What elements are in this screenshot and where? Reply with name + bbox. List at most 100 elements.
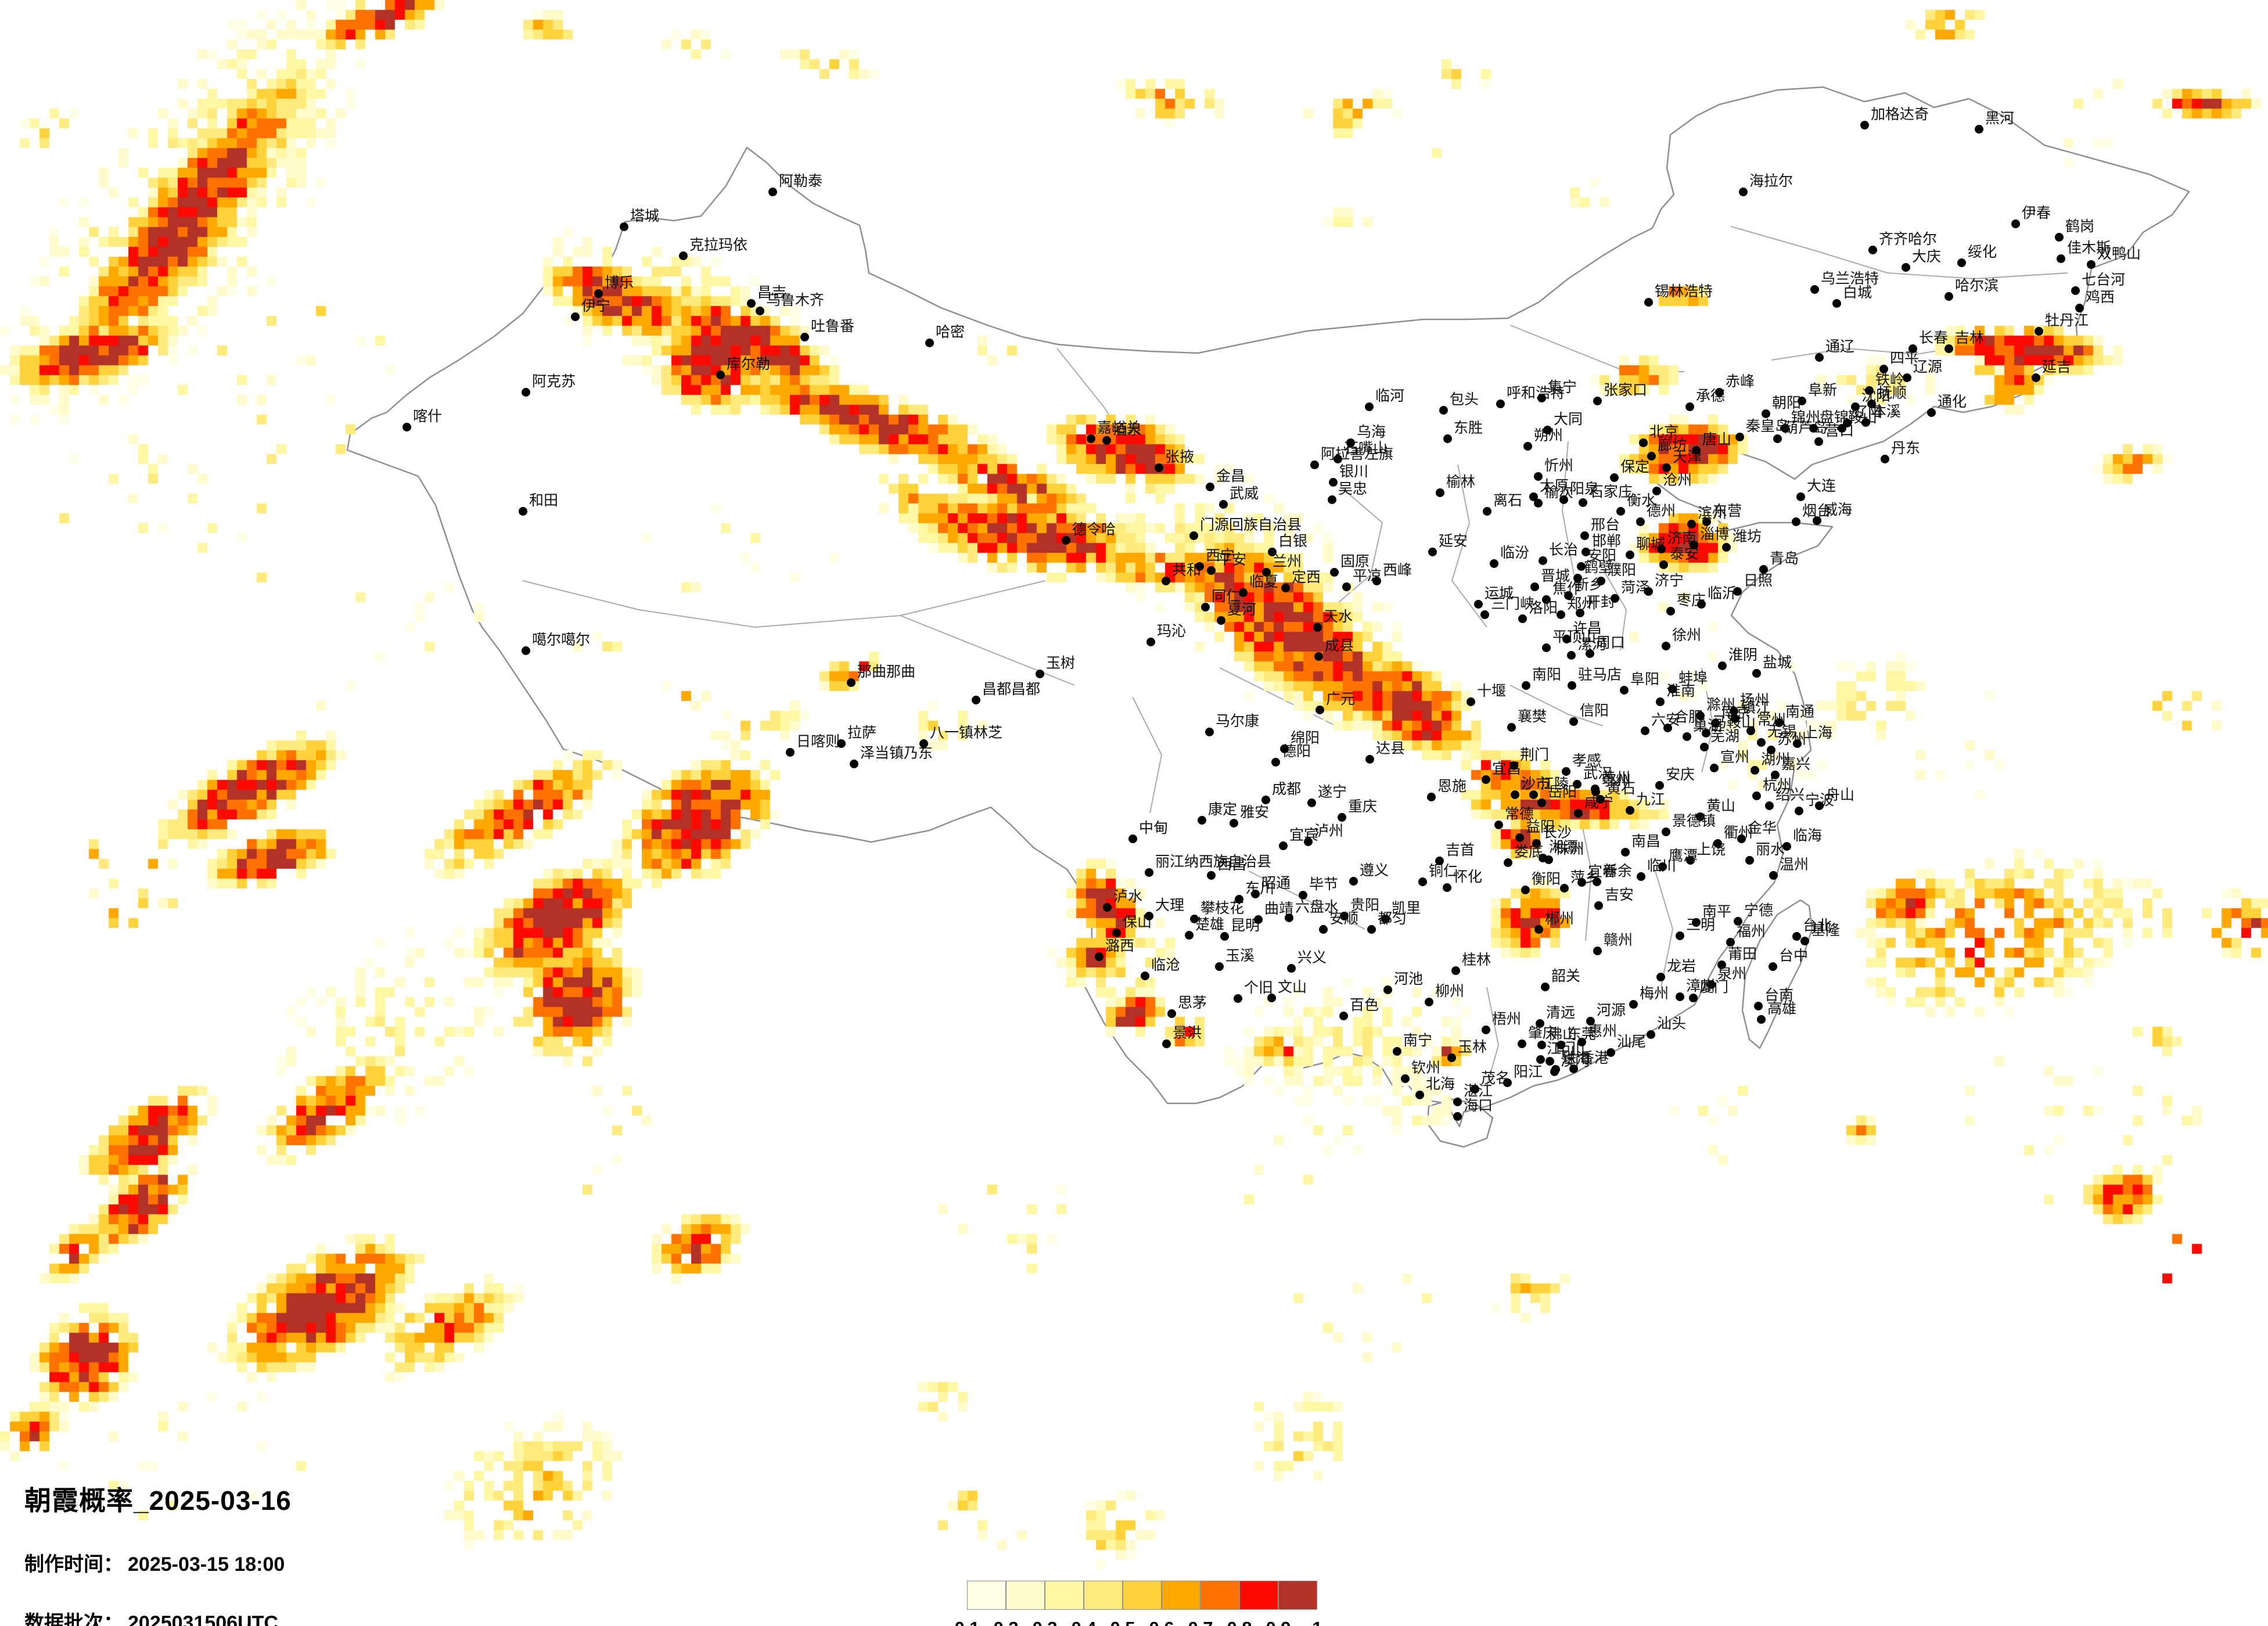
city-label: 集宁 xyxy=(1548,379,1577,395)
city-label: 沙市 xyxy=(1521,776,1551,792)
city-label: 佛山 xyxy=(1548,1026,1577,1042)
city-marker xyxy=(1594,901,1603,910)
city-marker xyxy=(402,423,411,431)
city-marker xyxy=(1155,463,1163,472)
city-label: 海拉尔 xyxy=(1749,173,1793,189)
city-marker xyxy=(1483,507,1491,516)
city-marker xyxy=(1287,964,1296,973)
city-label: 武汉 xyxy=(1583,765,1613,782)
city-marker xyxy=(1334,455,1342,463)
city-marker xyxy=(1567,651,1576,660)
city-label: 石家庄 xyxy=(1589,484,1633,500)
city-label: 淮阴 xyxy=(1728,647,1758,663)
city-marker xyxy=(1267,994,1276,1002)
city-label: 阜阳 xyxy=(1630,671,1660,688)
city-marker xyxy=(1443,434,1452,443)
city-marker xyxy=(1087,434,1095,443)
city-marker xyxy=(1262,568,1271,577)
city-label: 汕尾 xyxy=(1617,1034,1647,1050)
production-time-label: 制作时间： xyxy=(24,1553,123,1575)
city-label: 岳阳 xyxy=(1548,784,1577,800)
city-label: 唐山 xyxy=(1702,431,1732,448)
city-label: 安阳 xyxy=(1587,548,1617,564)
city-marker xyxy=(1539,556,1547,565)
city-marker xyxy=(1167,1009,1176,1018)
city-label: 定西 xyxy=(1292,569,1321,585)
city-label: 中甸 xyxy=(1139,820,1169,836)
city-marker xyxy=(1285,913,1293,922)
city-marker xyxy=(1781,424,1789,433)
city-marker xyxy=(1782,842,1791,851)
city-marker xyxy=(1746,726,1755,735)
city-label: 阳泉 xyxy=(1570,481,1600,497)
city-label: 汕头 xyxy=(1657,1016,1687,1032)
city-label: 康定 xyxy=(1208,801,1238,818)
city-marker xyxy=(1586,649,1594,658)
city-label: 基隆 xyxy=(1811,922,1841,938)
city-label: 曲靖 xyxy=(1264,901,1294,917)
city-marker xyxy=(1593,947,1602,955)
city-label: 大连 xyxy=(1807,478,1836,494)
city-marker xyxy=(1560,884,1569,893)
city-label: 榆林 xyxy=(1446,474,1476,490)
city-marker xyxy=(1662,463,1671,472)
city-marker xyxy=(1261,796,1270,804)
city-marker xyxy=(1310,461,1319,469)
city-label: 吐鲁番 xyxy=(811,318,855,334)
city-label: 牡丹江 xyxy=(2045,312,2089,329)
city-marker xyxy=(1511,790,1519,799)
city-label: 焦作 xyxy=(1552,581,1582,597)
city-label: 潞西 xyxy=(1105,938,1135,954)
city-label: 鸡西 xyxy=(2086,289,2115,305)
city-marker xyxy=(1647,1030,1655,1039)
city-label: 枣庄 xyxy=(1677,592,1706,609)
city-label: 滨州 xyxy=(1698,505,1727,521)
city-label: 台南 xyxy=(1764,987,1794,1003)
city-label: 郴州 xyxy=(1545,911,1575,927)
city-marker xyxy=(1975,125,1983,134)
city-marker xyxy=(1496,400,1505,408)
city-marker xyxy=(1482,1026,1490,1034)
data-batch-line: 数据批次： 2025031506UTC xyxy=(24,1607,292,1626)
page-title: 朝霞概率_2025-03-16 xyxy=(24,1485,292,1516)
city-label: 扬州 xyxy=(1740,692,1770,708)
city-marker xyxy=(1752,792,1761,800)
city-marker xyxy=(1730,707,1738,715)
city-marker xyxy=(1537,1041,1546,1049)
city-marker xyxy=(1908,344,1917,353)
city-label: 兰州 xyxy=(1273,553,1302,570)
city-marker xyxy=(1162,1039,1171,1048)
city-label: 肇庆 xyxy=(1528,1025,1558,1041)
city-marker xyxy=(1451,966,1460,975)
city-label: 黄石 xyxy=(1606,780,1636,797)
city-marker xyxy=(1251,890,1260,898)
city-marker xyxy=(1550,1067,1559,1076)
city-label: 阿勒泰 xyxy=(779,173,823,189)
city-label: 香港 xyxy=(1580,1050,1609,1066)
city-marker xyxy=(1659,560,1668,569)
city-marker xyxy=(1800,937,1809,945)
city-marker xyxy=(1314,652,1323,661)
city-marker xyxy=(1722,543,1731,552)
city-label: 德令哈 xyxy=(1072,521,1116,538)
city-label: 开封 xyxy=(1586,594,1616,610)
city-label: 加格达奇 xyxy=(1871,106,1929,123)
city-label: 洛阳 xyxy=(1529,600,1558,616)
city-label: 宁德 xyxy=(1744,902,1774,919)
city-label: 乌兰浩特 xyxy=(1821,271,1879,287)
city-marker xyxy=(1537,798,1546,807)
city-marker xyxy=(1543,426,1552,434)
city-marker xyxy=(1215,962,1224,971)
city-label: 衡阳 xyxy=(1532,871,1561,887)
city-marker xyxy=(1767,746,1775,754)
city-label: 本溪 xyxy=(1872,404,1902,420)
city-marker xyxy=(1521,886,1530,894)
city-marker xyxy=(1810,285,1819,294)
city-marker xyxy=(1103,903,1112,912)
city-label: 遂宁 xyxy=(1318,784,1347,800)
city-marker xyxy=(1868,246,1877,254)
city-label: 喀什 xyxy=(413,408,443,425)
city-marker xyxy=(1217,616,1225,625)
city-marker xyxy=(679,251,688,260)
city-marker xyxy=(1219,500,1228,509)
